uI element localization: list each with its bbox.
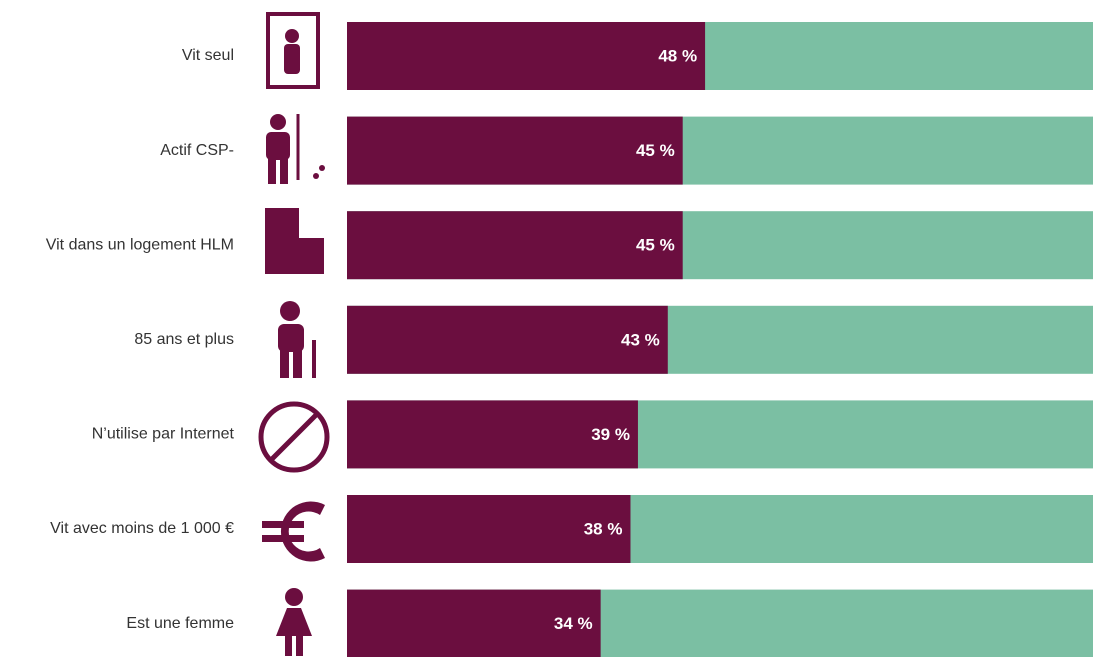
category-label: Vit dans un logement HLM — [46, 236, 234, 253]
icon-worker — [266, 114, 325, 184]
value-label: 43 % — [621, 330, 660, 349]
bar — [347, 495, 631, 563]
icon-alone — [266, 12, 320, 89]
category-label: Actif CSP- — [160, 142, 234, 159]
category-label: Vit seul — [182, 47, 234, 64]
icon-euro — [262, 501, 325, 562]
bar — [347, 211, 683, 280]
bar — [347, 305, 668, 374]
icon-no-internet — [258, 401, 330, 473]
icon-elderly — [278, 301, 316, 378]
value-label: 39 % — [591, 425, 630, 444]
category-label: 85 ans et plus — [134, 331, 234, 348]
bar — [347, 22, 706, 90]
category-label: Est une femme — [126, 615, 234, 632]
value-label: 45 % — [636, 236, 675, 255]
value-label: 48 % — [658, 46, 697, 65]
category-label: N’utilise par Internet — [92, 426, 235, 443]
bar — [347, 589, 601, 657]
icon-buildings — [265, 208, 324, 274]
value-label: 34 % — [554, 614, 593, 633]
category-label: Vit avec moins de 1 000 € — [50, 520, 234, 537]
icon-woman — [276, 588, 312, 656]
bar — [347, 116, 683, 185]
value-label: 38 % — [584, 519, 623, 538]
value-label: 45 % — [636, 141, 675, 160]
bar — [347, 400, 638, 469]
icons — [258, 12, 330, 656]
